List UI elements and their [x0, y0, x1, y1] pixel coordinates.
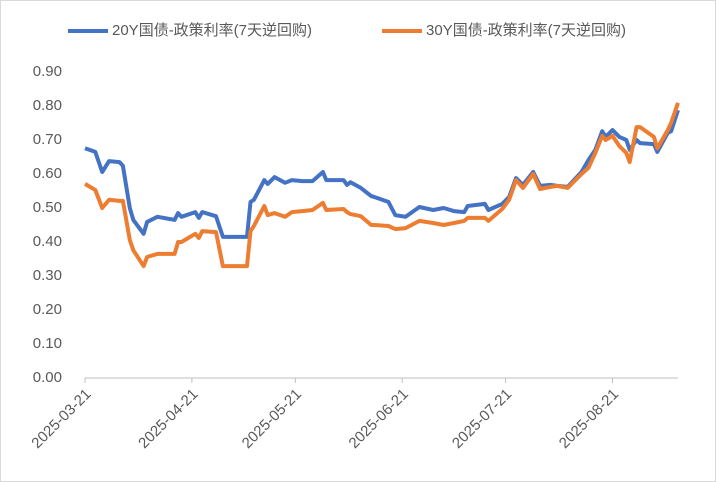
y-tick-label: 0.90 — [33, 63, 62, 80]
y-tick-label: 0.00 — [33, 369, 62, 386]
series-line — [84, 109, 680, 239]
y-tick-label: 0.20 — [33, 301, 62, 318]
series-line — [83, 102, 680, 269]
y-tick-label: 0.60 — [33, 165, 62, 182]
legend-label: 30Y国债-政策利率(7天逆回购) — [426, 22, 626, 39]
y-tick-label: 0.80 — [33, 97, 62, 114]
y-tick-label: 0.40 — [33, 233, 62, 250]
y-tick-label: 0.10 — [33, 335, 62, 352]
y-tick-label: 0.70 — [33, 131, 62, 148]
legend-label: 20Y国债-政策利率(7天逆回购) — [112, 22, 312, 39]
y-tick-label: 0.30 — [33, 267, 62, 284]
y-tick-label: 0.50 — [33, 199, 62, 216]
